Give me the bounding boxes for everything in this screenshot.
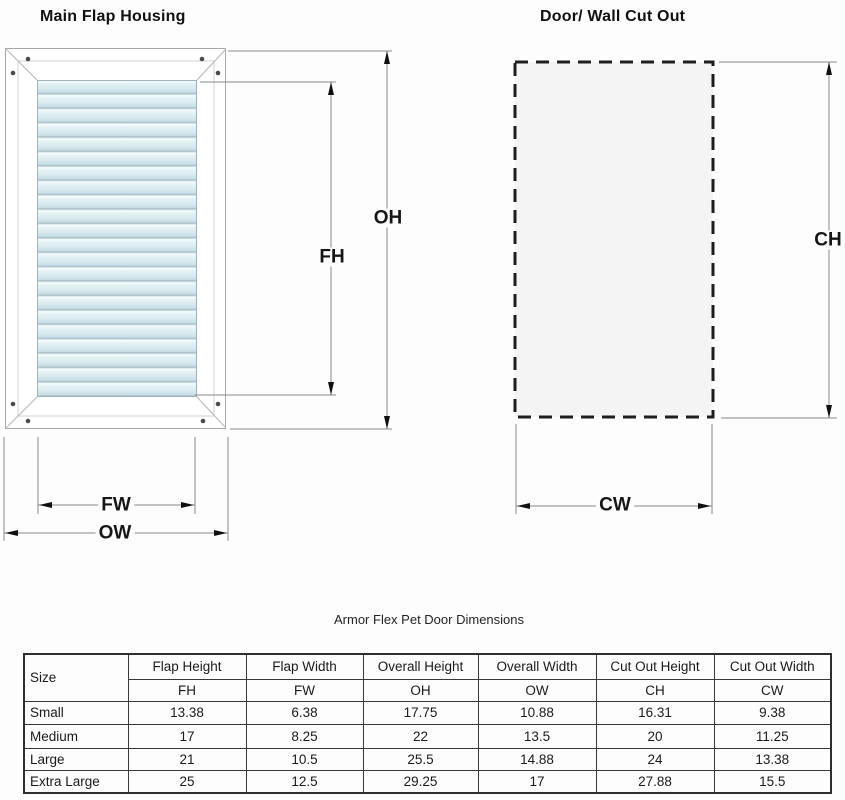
table-cell: 25.5 (362, 747, 479, 771)
table-cell: 17.75 (362, 700, 479, 725)
cutout-diagram-title: Door/ Wall Cut Out (540, 8, 686, 25)
table-cell: 22 (362, 723, 479, 749)
table-cell: 29.25 (362, 769, 479, 794)
header-row-names: Size Flap Height Flap Width Overall Heig… (23, 653, 832, 702)
table-cell: 24 (595, 747, 715, 771)
column-abbr: OW (477, 678, 597, 702)
size-cell: Extra Large (23, 769, 129, 794)
flap-height-label: FH (316, 247, 348, 267)
overall-height-label: OH (370, 208, 406, 228)
cutout-dashed-rect (513, 60, 715, 419)
column-header: Flap Width (245, 653, 364, 680)
housing-miter-lines (5, 48, 227, 429)
column-abbr: CW (713, 678, 832, 702)
table-cell: 13.38 (127, 700, 247, 725)
table-cell: 25 (127, 769, 247, 794)
table-cell: 10.5 (245, 747, 364, 771)
flap-width-label: FW (98, 495, 134, 515)
table-cell: 17 (127, 723, 247, 749)
dimensions-table: Size Flap Height Flap Width Overall Heig… (23, 653, 832, 794)
overall-width-label: OW (95, 523, 135, 543)
table-cell: 27.88 (595, 769, 715, 794)
table-cell: 8.25 (245, 723, 364, 749)
table-cell: 10.88 (477, 700, 597, 725)
table-cell: 21 (127, 747, 247, 771)
size-column-header: Size (23, 653, 129, 702)
header-row-abbr: FH FW OH OW CH CW (24, 678, 832, 702)
column-abbr: CH (595, 678, 715, 702)
size-cell: Medium (23, 723, 129, 749)
housing-bevel-ridge (17, 60, 215, 417)
table-row: Large 21 10.5 25.5 14.88 24 13.38 (23, 747, 832, 771)
size-cell: Large (23, 747, 129, 771)
table-cell: 20 (595, 723, 715, 749)
column-abbr: FH (127, 678, 247, 702)
column-abbr: FW (245, 678, 364, 702)
table-cell: 13.38 (713, 747, 832, 771)
screw-icons (10, 56, 221, 424)
column-header: Cut Out Width (713, 653, 832, 680)
table-cell: 6.38 (245, 700, 364, 725)
table-row: Small 13.38 6.38 17.75 10.88 16.31 9.38 (23, 700, 832, 725)
table-cell: 14.88 (477, 747, 597, 771)
table-row: Medium 17 8.25 22 13.5 20 11.25 (23, 723, 832, 749)
table-cell: 13.5 (477, 723, 597, 749)
housing-diagram-title: Main Flap Housing (40, 8, 186, 25)
column-header: Overall Width (477, 653, 597, 680)
table-cell: 16.31 (595, 700, 715, 725)
table-cell: 9.38 (713, 700, 832, 725)
cutout-width-label: CW (596, 495, 634, 515)
diagram-canvas: Main Flap Housing Door/ Wall Cut Out (3, 8, 845, 543)
size-cell: Small (23, 700, 129, 725)
column-header: Cut Out Height (595, 653, 715, 680)
dimension-lines-drawing (3, 48, 837, 541)
table-cell: 12.5 (245, 769, 364, 794)
cutout-height-label: CH (811, 230, 845, 250)
table-cell: 15.5 (713, 769, 832, 794)
table-cell: 17 (477, 769, 597, 794)
flap-louver-panel (37, 80, 197, 397)
table-cell: 11.25 (713, 723, 832, 749)
column-header: Flap Height (127, 653, 247, 680)
column-header: Overall Height (362, 653, 479, 680)
column-abbr: OH (362, 678, 479, 702)
table-title: Armor Flex Pet Door Dimensions (334, 612, 524, 627)
table-row: Extra Large 25 12.5 29.25 17 27.88 15.5 (23, 769, 832, 794)
dimension-arrowheads (5, 51, 832, 536)
